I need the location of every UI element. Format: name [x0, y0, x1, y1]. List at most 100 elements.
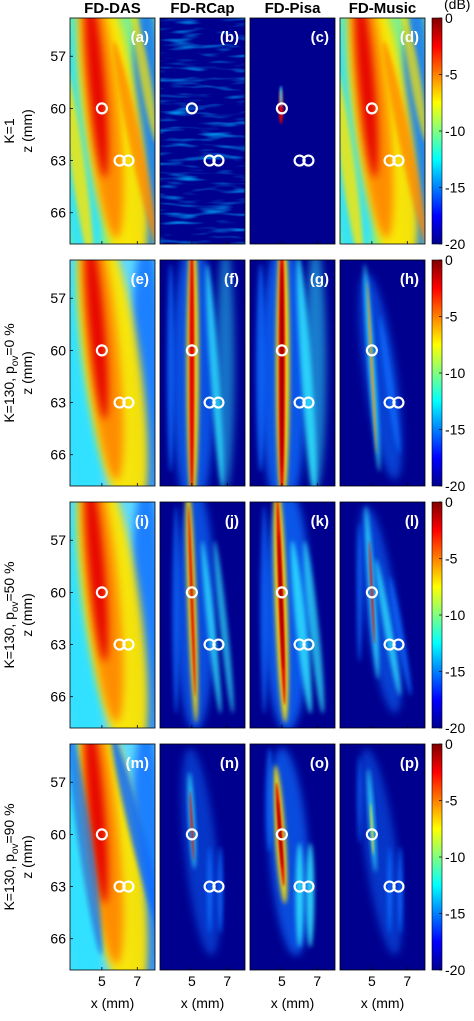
heatmap-panel-l: (l): [339, 501, 426, 729]
speckle-noise: [160, 18, 245, 244]
heatmap-panel-f: (f): [159, 259, 246, 487]
intensity-blob: [70, 57, 94, 244]
x-tick-label: 7: [223, 973, 231, 989]
intensity-blob: [356, 522, 363, 662]
axes-frame: [159, 501, 246, 729]
target-marker: [302, 638, 315, 651]
target-marker: [275, 586, 288, 599]
target-marker: [185, 828, 198, 841]
colorbar-tick-label: 0: [445, 10, 453, 26]
intensity-blob: [265, 747, 274, 852]
colorbar-2: 0 -5 -10 -15 -20: [431, 252, 465, 494]
intensity-blob: [383, 41, 425, 244]
intensity-blob: [290, 540, 312, 714]
heatmap-panel-m: (m) 57 60 63 66: [50, 743, 156, 971]
heatmap-panel-h: (h): [339, 259, 426, 487]
y-tick-label: 63: [50, 153, 66, 169]
x-tick-label: 5: [278, 973, 286, 989]
y-tick-label: 57: [50, 290, 66, 306]
intensity-blob: [340, 57, 364, 244]
intensity-blob: [213, 540, 234, 714]
target-marker: [293, 880, 306, 893]
intensity-blob: [256, 263, 266, 473]
intensity-blob: [189, 260, 195, 486]
intensity-blob: [70, 744, 103, 955]
axes-frame: [69, 259, 156, 487]
target-marker: [122, 154, 135, 167]
target-marker: [383, 396, 396, 409]
intensity-blob: [279, 85, 283, 107]
axes-frame: [339, 259, 426, 487]
target-marker: [302, 154, 315, 167]
target-marker: [383, 154, 396, 167]
heatmap-panel-n: (n): [159, 743, 246, 971]
panel-label: (g): [310, 271, 329, 288]
intensity-blob: [205, 263, 224, 486]
column-title-fd-rcap: FD-RCap: [170, 0, 234, 17]
target-marker: [293, 396, 306, 409]
axes-frame: [159, 17, 246, 245]
axes-frame: [69, 17, 156, 245]
colorbar-tick-label: -5: [445, 793, 458, 809]
target-marker: [95, 586, 108, 599]
target-marker: [392, 396, 405, 409]
y-tick-label: 66: [50, 447, 66, 463]
intensity-blob: [295, 843, 304, 948]
colorbar-tick-label: -10: [445, 123, 465, 139]
x-axis-label: x (mm): [361, 995, 405, 1011]
target-marker: [392, 880, 405, 893]
axes-frame: [249, 501, 336, 729]
target-marker: [275, 344, 288, 357]
target-marker: [293, 638, 306, 651]
colorbar-tick-label: -15: [445, 906, 465, 922]
x-tick-label: 7: [313, 973, 321, 989]
intensity-blob: [111, 744, 155, 936]
y-tick-label: 57: [50, 532, 66, 548]
target-marker: [122, 638, 135, 651]
intensity-blob: [306, 843, 315, 948]
intensity-blob: [296, 260, 317, 486]
axes-frame: [249, 17, 336, 245]
axes-frame: [69, 501, 156, 729]
intensity-blob: [367, 280, 377, 455]
panel-label: (e): [131, 271, 149, 288]
target-marker: [95, 344, 108, 357]
intensity-blob: [368, 540, 375, 645]
target-marker: [365, 828, 378, 841]
intensity-blob: [280, 263, 284, 473]
colorbar-tick-label: -15: [445, 664, 465, 680]
target-marker: [365, 344, 378, 357]
colorbar-tick-label: 0: [445, 736, 453, 752]
y-axis-label: z (mm): [19, 593, 35, 637]
colorbar-tick-label: -15: [445, 422, 465, 438]
column-title-fd-pisa: FD-Pisa: [265, 0, 322, 17]
axes-frame: [249, 259, 336, 487]
panel-label: (a): [131, 29, 149, 46]
intensity-blob: [355, 18, 379, 178]
heatmap-panel-c: (c): [249, 17, 336, 245]
axes-frame: [159, 743, 246, 971]
heatmap-panel-b: (b): [159, 17, 246, 245]
target-marker: [113, 396, 126, 409]
panel-label: (p): [400, 755, 419, 772]
x-tick-label: 5: [188, 973, 196, 989]
target-marker: [95, 102, 108, 115]
x-axis-label: x (mm): [181, 995, 225, 1011]
y-axis-label: z (mm): [19, 351, 35, 395]
y-tick-label: 60: [50, 100, 66, 116]
intensity-blob: [303, 540, 325, 714]
target-marker: [203, 638, 216, 651]
panel-label: (m): [126, 755, 149, 772]
target-marker: [203, 396, 216, 409]
intensity-blob: [217, 846, 223, 934]
colorbar-tick-label: -15: [445, 180, 465, 196]
row-label-3: K=130, pov=50 %: [1, 561, 21, 668]
y-tick-label: 57: [50, 774, 66, 790]
intensity-blob: [375, 558, 401, 696]
panel-label: (b): [220, 29, 239, 46]
target-marker: [95, 828, 108, 841]
colorbar-tick-label: -5: [445, 67, 458, 83]
x-tick-label: 5: [98, 973, 106, 989]
target-marker: [302, 396, 315, 409]
